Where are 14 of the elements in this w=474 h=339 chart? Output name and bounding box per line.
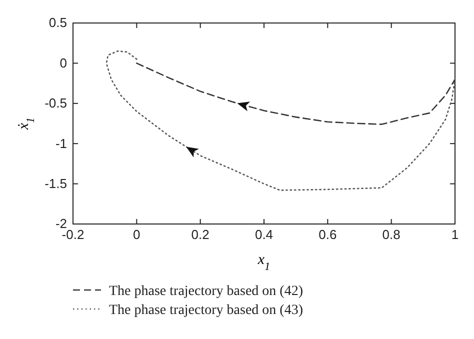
y-tick-label: -0.5 xyxy=(44,96,67,111)
x-tick-label: 0.6 xyxy=(318,227,337,242)
legend-label: The phase trajectory based on (42) xyxy=(109,284,304,299)
y-tick-label: 0 xyxy=(60,55,67,70)
x-axis-title: x$_{1}$ xyxy=(256,252,270,273)
x-tick-label: 0.4 xyxy=(254,227,274,242)
y-tick-label: 0.5 xyxy=(48,15,67,30)
x-tick-label: 0 xyxy=(133,227,140,242)
x-tick-label: 0.8 xyxy=(382,227,400,242)
y-tick-label: -1 xyxy=(55,136,67,151)
x-tick-label: 0.2 xyxy=(191,227,210,242)
y-tick-label: -1.5 xyxy=(44,176,67,191)
legend-label: The phase trajectory based on (43) xyxy=(109,303,304,318)
x-tick-label: 1 xyxy=(451,227,459,242)
